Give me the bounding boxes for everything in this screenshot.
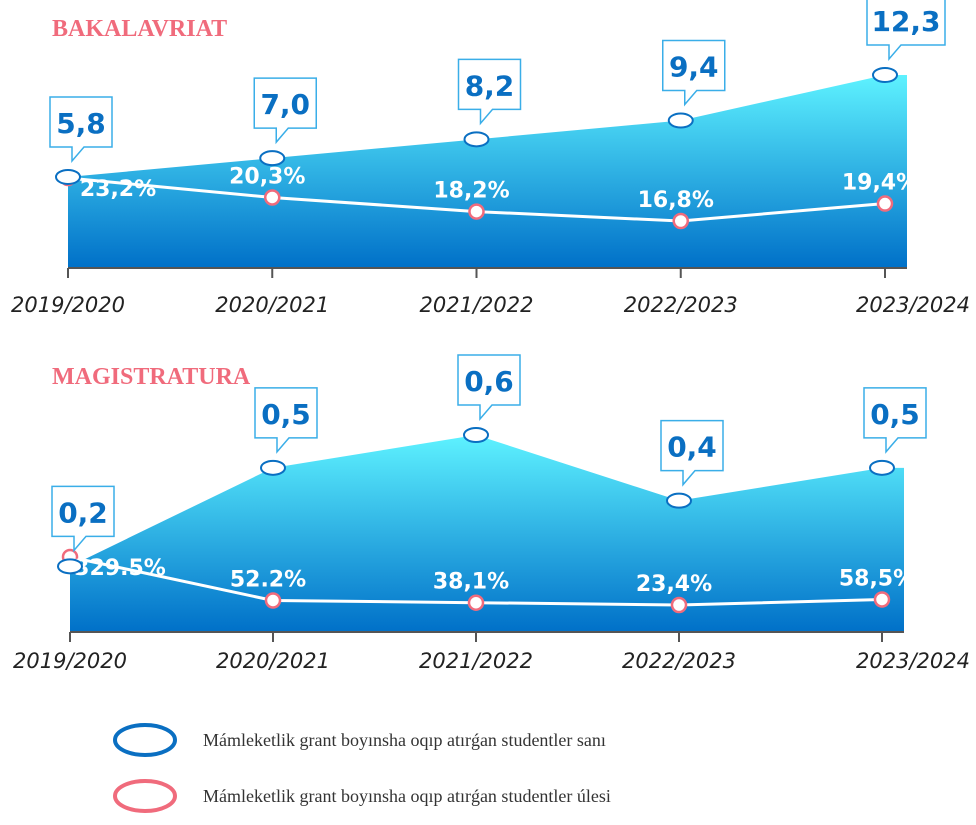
share-label: 18,2% (433, 179, 509, 204)
callout (662, 39, 726, 107)
share-label: 38,1% (433, 570, 509, 595)
count-marker (260, 459, 286, 476)
share-marker (873, 591, 891, 608)
share-marker (670, 596, 688, 614)
legend-swatch (113, 779, 177, 813)
share-marker (264, 189, 281, 206)
share-label: 52.2% (230, 567, 306, 592)
share-label: 58,5% (839, 566, 915, 591)
x-tick-label: 2022/2023 (622, 649, 736, 673)
callout (660, 419, 724, 487)
chart-title: MAGISTRATURA (52, 364, 251, 390)
count-label: 7,0 (260, 88, 310, 121)
count-label: 12,3 (871, 5, 940, 38)
count-marker (666, 492, 692, 509)
share-marker (264, 592, 282, 609)
count-label: 0,5 (870, 398, 920, 431)
count-marker (463, 131, 490, 148)
share-marker (467, 594, 485, 611)
x-tick-label: 2023/2024 (856, 649, 970, 673)
count-label: 8,2 (465, 69, 515, 102)
count-label: 0,5 (261, 398, 311, 431)
x-tick-label: 2019/2020 (13, 649, 127, 673)
x-tick-label: 2021/2022 (420, 293, 534, 317)
callout (49, 96, 113, 164)
x-tick-label: 2020/2021 (215, 293, 329, 317)
legend-label: Mámleketlik grant boyınsha oqıp atırǵan … (203, 786, 611, 806)
count-marker (57, 558, 83, 575)
count-marker (259, 150, 286, 167)
count-label: 0,2 (58, 496, 108, 529)
count-label: 5,8 (56, 107, 106, 140)
count-marker (55, 168, 81, 185)
x-tick-label: 2022/2023 (624, 293, 738, 317)
share-label: 23,4% (636, 572, 712, 597)
callout (457, 58, 522, 126)
count-marker (872, 67, 898, 83)
count-marker (463, 427, 489, 443)
x-tick-label: 2021/2022 (419, 649, 533, 673)
share-label: 23,2% (80, 177, 156, 202)
count-marker (667, 112, 694, 129)
share-label: 329.5% (74, 556, 166, 581)
callout (863, 387, 927, 454)
share-marker (876, 195, 894, 212)
share-marker (468, 203, 485, 220)
share-label: 19,4% (842, 171, 918, 196)
callout (51, 485, 115, 553)
legend-swatch (113, 723, 177, 757)
count-label: 0,4 (667, 431, 717, 464)
chart-title: BAKALAVRIAT (52, 16, 227, 42)
count-label: 0,6 (464, 365, 514, 398)
share-label: 20,3% (229, 164, 305, 189)
count-marker (869, 459, 895, 476)
callout (457, 354, 521, 422)
callout (253, 77, 317, 145)
callout (254, 387, 318, 454)
legend-label: Mámleketlik grant boyınsha oqıp atırǵan … (203, 730, 606, 750)
x-tick-label: 2019/2020 (11, 293, 125, 317)
share-label: 16,8% (638, 188, 714, 213)
area (70, 435, 904, 632)
count-label: 9,4 (669, 51, 719, 84)
x-tick-label: 2023/2024 (856, 293, 970, 317)
callout (866, 0, 946, 62)
share-marker (672, 212, 689, 230)
x-tick-label: 2020/2021 (216, 649, 330, 673)
